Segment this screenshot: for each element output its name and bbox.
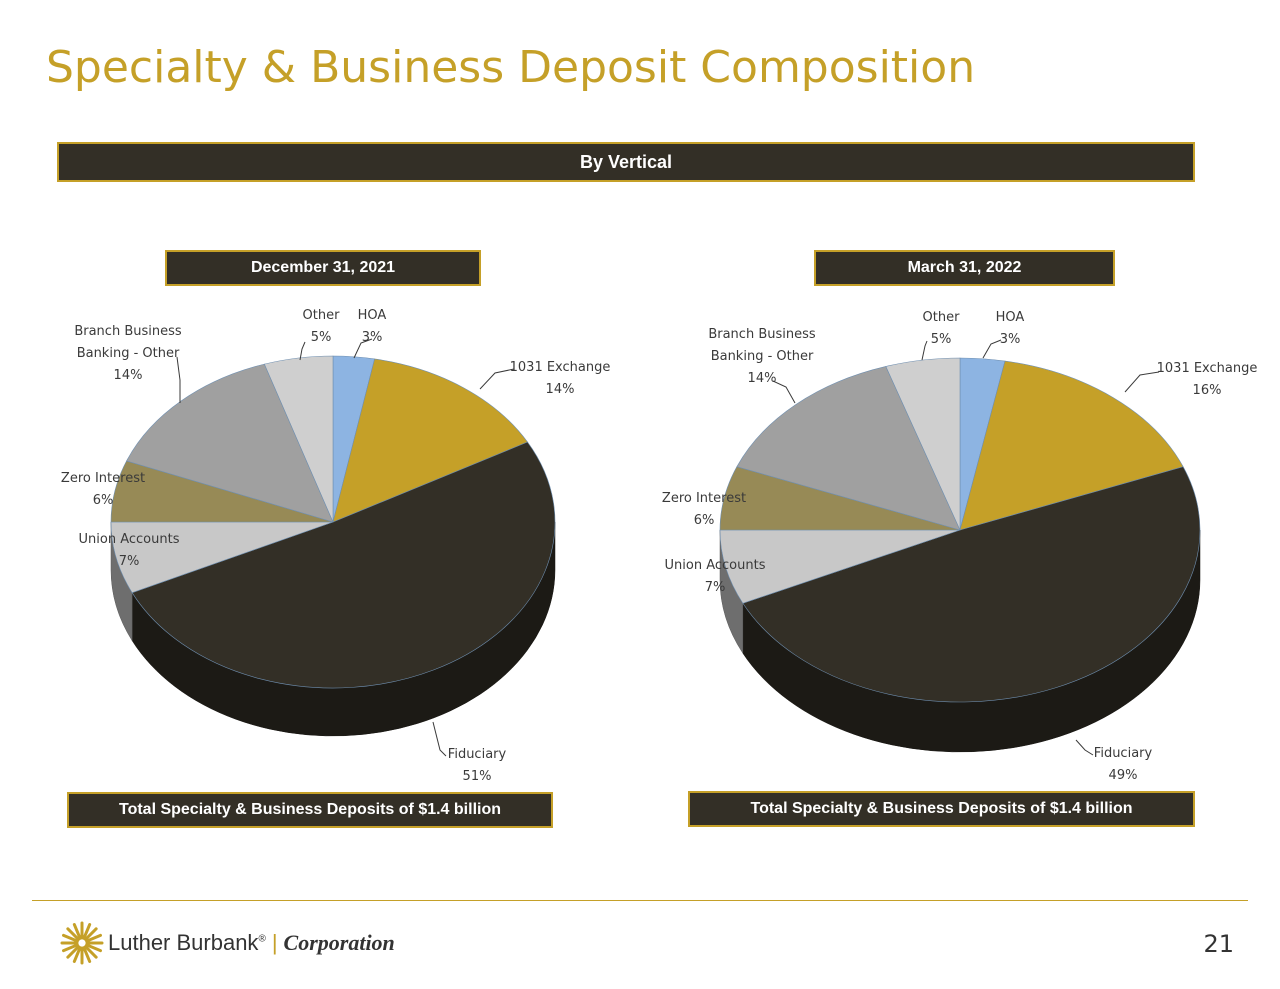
logo-brand-text: Luther Burbank [108, 930, 259, 955]
company-logo: Luther Burbank® | Corporation [60, 918, 460, 968]
slice-label-branch-business-banking-other-line1: Branch Business [708, 327, 816, 342]
sunburst-logo-icon [60, 921, 104, 965]
slice-value-1031-exchange: 14% [546, 382, 575, 397]
page-number: 21 [1203, 930, 1234, 958]
slice-label-branch-business-banking-other-line2: Banking - Other [711, 349, 814, 364]
leader-line-branch-business-banking-other [772, 380, 796, 404]
pie-chart-mar-2022: HOA 3% 1031 Exchange 16% Fiduciary 49% Union A… [662, 310, 1258, 783]
total-deposits-mar-2022: Total Specialty & Business Deposits of $… [688, 791, 1195, 827]
leader-line-other [921, 340, 928, 361]
pie-slice-1031-exchange [332, 358, 529, 523]
slice-value-hoa: 3% [1000, 332, 1021, 347]
slice-label-union-accounts: Union Accounts [665, 558, 766, 573]
slice-value-zero-interest: 6% [694, 513, 715, 528]
section-band: By Vertical [57, 142, 1195, 182]
leader-line-fiduciary [1075, 739, 1094, 756]
slice-label-1031-exchange: 1031 Exchange [1157, 361, 1258, 376]
slice-value-other: 5% [311, 330, 332, 345]
slice-label-zero-interest: Zero Interest [662, 491, 746, 506]
pie-slice-fiduciary [131, 441, 556, 689]
slice-label-other: Other [303, 308, 341, 323]
chart-title-dec-2021: December 31, 2021 [165, 250, 481, 286]
slice-label-zero-interest: Zero Interest [61, 471, 145, 486]
leader-line-branch-business-banking-other [176, 356, 181, 403]
pie-slice-union-accounts [719, 529, 961, 604]
slice-value-other: 5% [931, 332, 952, 347]
chart-title-mar-2022: March 31, 2022 [814, 250, 1115, 286]
leader-line-1031-exchange [1124, 371, 1160, 393]
total-deposits-dec-2021: Total Specialty & Business Deposits of $… [67, 792, 553, 828]
slice-value-1031-exchange: 16% [1193, 383, 1222, 398]
slice-label-1031-exchange: 1031 Exchange [510, 360, 611, 375]
slice-value-fiduciary: 51% [463, 769, 492, 784]
logo-corporation-text: Corporation [283, 930, 395, 955]
slice-label-branch-business-banking-other-line2: Banking - Other [77, 346, 180, 361]
slice-label-hoa: HOA [358, 308, 387, 323]
page-title: Specialty & Business Deposit Composition [46, 42, 976, 93]
leader-line-other [299, 341, 306, 361]
slice-value-fiduciary: 49% [1109, 768, 1138, 783]
footer-divider [32, 900, 1248, 901]
leader-line-hoa [982, 339, 1002, 359]
pie-slice-fiduciary [742, 466, 1201, 703]
leader-line-1031-exchange [479, 368, 515, 390]
slice-label-branch-business-banking-other-line1: Branch Business [74, 324, 182, 339]
pie-slice-other [263, 355, 334, 523]
pie-slice-1031-exchange [959, 360, 1184, 531]
logo-registered-mark: ® [258, 933, 266, 945]
leader-line-fiduciary [432, 721, 447, 757]
logo-separator: | [271, 930, 278, 955]
leader-line-hoa [353, 338, 373, 359]
slice-label-other: Other [923, 310, 961, 325]
slice-label-fiduciary: Fiduciary [448, 747, 507, 762]
slice-label-hoa: HOA [996, 310, 1025, 325]
pie-slice-other [885, 357, 961, 531]
slice-value-union-accounts: 7% [705, 580, 726, 595]
slice-value-branch-business-banking-other: 14% [114, 368, 143, 383]
slice-value-zero-interest: 6% [93, 493, 114, 508]
slice-value-union-accounts: 7% [119, 554, 140, 569]
slice-label-union-accounts: Union Accounts [79, 532, 180, 547]
slice-value-branch-business-banking-other: 14% [748, 371, 777, 386]
slice-label-fiduciary: Fiduciary [1094, 746, 1153, 761]
